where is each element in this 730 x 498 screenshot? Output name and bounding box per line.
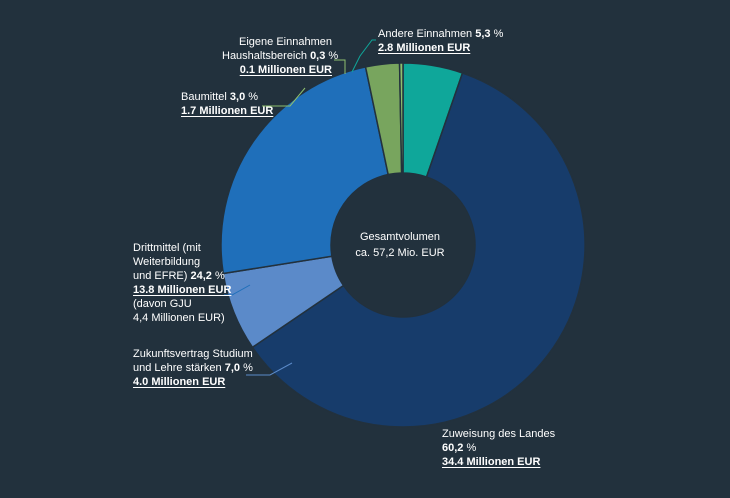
label-andere-einnahmen: Andere Einnahmen 5,3 % 2.8 Millionen EUR: [378, 27, 503, 55]
label-percent: 0,3: [310, 50, 326, 62]
label-drittmittel: Drittmittel (mit Weiterbildung und EFRE)…: [133, 241, 231, 325]
label-amount: 34.4 Millionen EUR: [442, 456, 541, 468]
label-percent: 60,2: [442, 442, 464, 454]
leader-zukunft: [246, 362, 293, 376]
center-title: Gesamtvolumen: [359, 231, 441, 243]
label-note-2: 4,4 Millionen EUR): [133, 312, 225, 324]
label-unit: %: [248, 91, 259, 103]
label-text: Zuweisung des Landes: [442, 428, 556, 440]
label-percent: 5,3: [475, 28, 491, 40]
label-amount: 4.0 Millionen EUR: [133, 376, 226, 388]
label-text-2: Haushaltsbereich: [222, 50, 307, 62]
label-unit: %: [214, 270, 225, 282]
label-text: Andere Einnahmen: [378, 28, 473, 40]
leader-eigene: [334, 59, 346, 74]
leader-andere: [351, 39, 376, 73]
leader-lines: [224, 39, 376, 376]
label-amount: 1.7 Millionen EUR: [181, 105, 274, 117]
label-text-3: und EFRE): [133, 270, 188, 282]
leader-bau: [262, 87, 306, 107]
label-text-2: Weiterbildung: [133, 256, 201, 268]
label-amount: 13.8 Millionen EUR: [133, 284, 232, 296]
label-unit: %: [328, 50, 339, 62]
label-baumittel: Baumittel 3,0 % 1.7 Millionen EUR: [181, 90, 273, 118]
label-note-1: (davon GJU: [133, 298, 192, 310]
label-amount: 2.8 Millionen EUR: [378, 42, 471, 54]
center-total: ca. 57,2 Mio. EUR: [355, 247, 445, 259]
center-label: Gesamtvolumen ca. 57,2 Mio. EUR: [330, 229, 470, 261]
label-amount: 0.1 Millionen EUR: [239, 64, 332, 76]
label-text-2: und Lehre stärken: [133, 362, 222, 374]
label-eigene-einnahmen: Eigene Einnahmen Haushaltsbereich 0,3 % …: [222, 35, 338, 77]
label-zukunftsvertrag: Zukunftsvertrag Studium und Lehre stärke…: [133, 347, 253, 389]
donut-hole: [331, 173, 475, 317]
leader-dritt: [224, 284, 251, 296]
label-percent: 24,2: [190, 270, 212, 282]
donut-slices: [220, 62, 586, 428]
label-zuweisung-des-landes: Zuweisung des Landes 60,2 % 34.4 Million…: [442, 427, 555, 469]
label-text: Eigene Einnahmen: [239, 36, 332, 48]
label-text: Drittmittel (mit: [133, 242, 201, 254]
label-unit: %: [243, 362, 253, 374]
label-percent: 7,0: [224, 362, 241, 374]
label-percent: 3,0: [229, 91, 246, 103]
label-text: Baumittel: [181, 91, 227, 103]
label-unit: %: [466, 442, 477, 454]
label-text: Zukunftsvertrag Studium: [133, 348, 253, 360]
label-unit: %: [493, 28, 504, 40]
